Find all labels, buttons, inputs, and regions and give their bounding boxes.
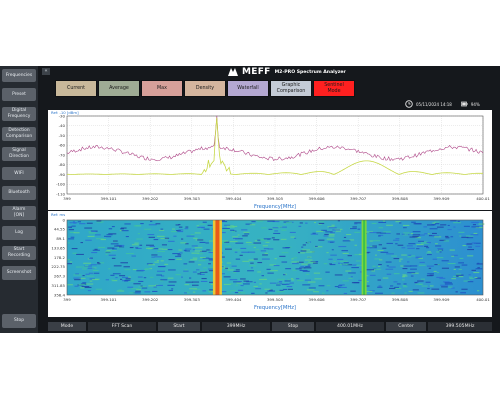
waterfall-ref-label: Ref: ms bbox=[51, 212, 66, 217]
waterfall-y-tick: 267.3 bbox=[54, 274, 66, 279]
spectrum-y-tick: -100 bbox=[56, 182, 65, 187]
waterfall-x-tick: 399.101 bbox=[101, 297, 118, 302]
spectrum-x-tick: 399.909 bbox=[433, 196, 450, 201]
current-trace bbox=[67, 117, 483, 175]
spectrum-panel: Ref: -10 [dBm] -30 -40 -50 -60 -70 -80 -90 -100… bbox=[48, 110, 492, 210]
sidebar-item-alarm[interactable]: Alarm [ON] bbox=[2, 206, 36, 220]
spectrum-x-tick: 399.505 bbox=[267, 196, 284, 201]
stop-label: Stop bbox=[272, 322, 314, 331]
tab-waterfall[interactable]: Waterfall bbox=[227, 80, 269, 97]
sidebar-item-preset[interactable]: Preset bbox=[2, 88, 36, 101]
waterfall-x-tick: 399 bbox=[63, 297, 71, 302]
spectrum-x-tick: 400.01 bbox=[476, 196, 490, 201]
spectrum-y-tick: -40 bbox=[59, 123, 66, 128]
sidebar: Frequencies Preset Digital Frequency Det… bbox=[0, 66, 38, 333]
waterfall-y-tick: 44.55 bbox=[54, 227, 66, 232]
waterfall-y-tick: 178.2 bbox=[54, 255, 66, 260]
waterfall-y-tick: 356.4 bbox=[54, 292, 66, 297]
stop-button[interactable]: Stop bbox=[2, 314, 36, 328]
mode-label: Mode bbox=[48, 322, 86, 331]
tab-current[interactable]: Current bbox=[55, 80, 97, 97]
app-brand: MEFF M2-PRO Spectrum Analyzer bbox=[228, 67, 346, 77]
status-row: 05/11/2024 14:18 94% bbox=[405, 100, 480, 108]
clock-icon bbox=[405, 100, 413, 108]
sidebar-item-detection-comparison[interactable]: Detection Comparison bbox=[2, 127, 36, 141]
waterfall-y-tick: 311.85 bbox=[51, 283, 65, 288]
spectrum-x-tick: 399.202 bbox=[142, 196, 159, 201]
max-hold-trace bbox=[66, 115, 484, 162]
waterfall-x-tick: 400.01 bbox=[476, 297, 490, 302]
spectrum-y-tick: -90 bbox=[59, 172, 66, 177]
sidebar-item-bluetooth[interactable]: Bluetooth bbox=[2, 186, 36, 200]
sidebar-item-digital-frequency[interactable]: Digital Frequency bbox=[2, 107, 36, 121]
waterfall-y-tick: 222.75 bbox=[51, 264, 65, 269]
tab-graphic-comparison[interactable]: Graphic Comparison bbox=[270, 80, 312, 97]
waterfall-xlabel: Frequency[MHz] bbox=[254, 305, 296, 311]
mode-value[interactable]: FFT Scan bbox=[88, 322, 156, 331]
waterfall-y-tick: 89.1 bbox=[56, 236, 65, 241]
waterfall-x-tick: 399.303 bbox=[184, 297, 201, 302]
stop-value[interactable]: 400.01MHz bbox=[316, 322, 384, 331]
battery-icon bbox=[461, 101, 468, 107]
waterfall-x-tick: 399.202 bbox=[142, 297, 159, 302]
spectrum-xlabel: Frequency[MHz] bbox=[254, 204, 296, 210]
spectrum-x-tick: 399.303 bbox=[184, 196, 201, 201]
collapse-sidebar-button[interactable]: « bbox=[42, 68, 50, 75]
waterfall-x-tick: 399.707 bbox=[350, 297, 367, 302]
tab-sentinel-mode[interactable]: Sentinel Mode bbox=[313, 80, 355, 97]
spectrum-y-tick: -110 bbox=[56, 191, 65, 196]
sidebar-item-start-recording[interactable]: Start Recording bbox=[2, 246, 36, 260]
waterfall-y-tick: 0 bbox=[63, 217, 66, 222]
center-label: Center bbox=[386, 322, 426, 331]
waterfall-x-tick: 399.909 bbox=[433, 297, 450, 302]
spectrum-x-tick: 399 bbox=[63, 196, 71, 201]
spectrum-x-tick: 399.707 bbox=[350, 196, 367, 201]
tab-average[interactable]: Average bbox=[98, 80, 140, 97]
waterfall-x-tick: 399.505 bbox=[267, 297, 284, 302]
sidebar-item-frequencies[interactable]: Frequencies bbox=[2, 69, 36, 82]
waterfall-x-tick: 399.808 bbox=[392, 297, 409, 302]
battery-level: 94% bbox=[470, 101, 480, 107]
start-label: Start bbox=[158, 322, 200, 331]
datetime: 05/11/2024 14:18 bbox=[416, 101, 452, 107]
spectrum-y-tick: -70 bbox=[59, 152, 66, 157]
spectrum-x-tick: 399.808 bbox=[392, 196, 409, 201]
tab-max[interactable]: Max bbox=[141, 80, 183, 97]
waterfall-chart: 0 44.55 89.1 133.65 178.2 222.75 267.3 311.85 35… bbox=[51, 217, 490, 311]
spectrum-y-tick: -50 bbox=[59, 133, 66, 138]
sidebar-item-signal-direction[interactable]: Signal Direction bbox=[2, 147, 36, 161]
meff-logo-icon bbox=[228, 68, 238, 76]
waterfall-panel: Ref: ms 0 44.55 89.1 133.65 178.2 222.75 267.3… bbox=[48, 211, 492, 317]
waterfall-x-tick: 399.606 bbox=[309, 297, 326, 302]
sidebar-item-screenshot[interactable]: Screenshot bbox=[2, 266, 36, 280]
tab-density[interactable]: Density bbox=[184, 80, 226, 97]
spectrum-x-tick: 399.101 bbox=[101, 196, 118, 201]
waterfall-x-tick: 399.404 bbox=[225, 297, 242, 302]
analyzer-screen: Frequencies Preset Digital Frequency Det… bbox=[0, 66, 500, 333]
app-title: M2-PRO Spectrum Analyzer bbox=[274, 69, 346, 75]
center-value[interactable]: 399.505MHz bbox=[428, 322, 492, 331]
spectrum-y-tick: -80 bbox=[59, 162, 66, 167]
spectrum-ref-label: Ref: -10 [dBm] bbox=[51, 110, 79, 115]
spectrum-x-tick: 399.404 bbox=[225, 196, 242, 201]
spectrum-x-tick: 399.606 bbox=[309, 196, 326, 201]
sidebar-item-log[interactable]: Log bbox=[2, 226, 36, 240]
sidebar-item-wifi[interactable]: WIFI bbox=[2, 167, 36, 180]
app-logo-text: MEFF bbox=[242, 67, 271, 77]
spectrum-y-tick: -30 bbox=[59, 113, 66, 118]
spectrum-y-tick: -60 bbox=[59, 143, 66, 148]
start-value[interactable]: 399MHz bbox=[202, 322, 270, 331]
waterfall-y-tick: 133.65 bbox=[51, 245, 65, 250]
